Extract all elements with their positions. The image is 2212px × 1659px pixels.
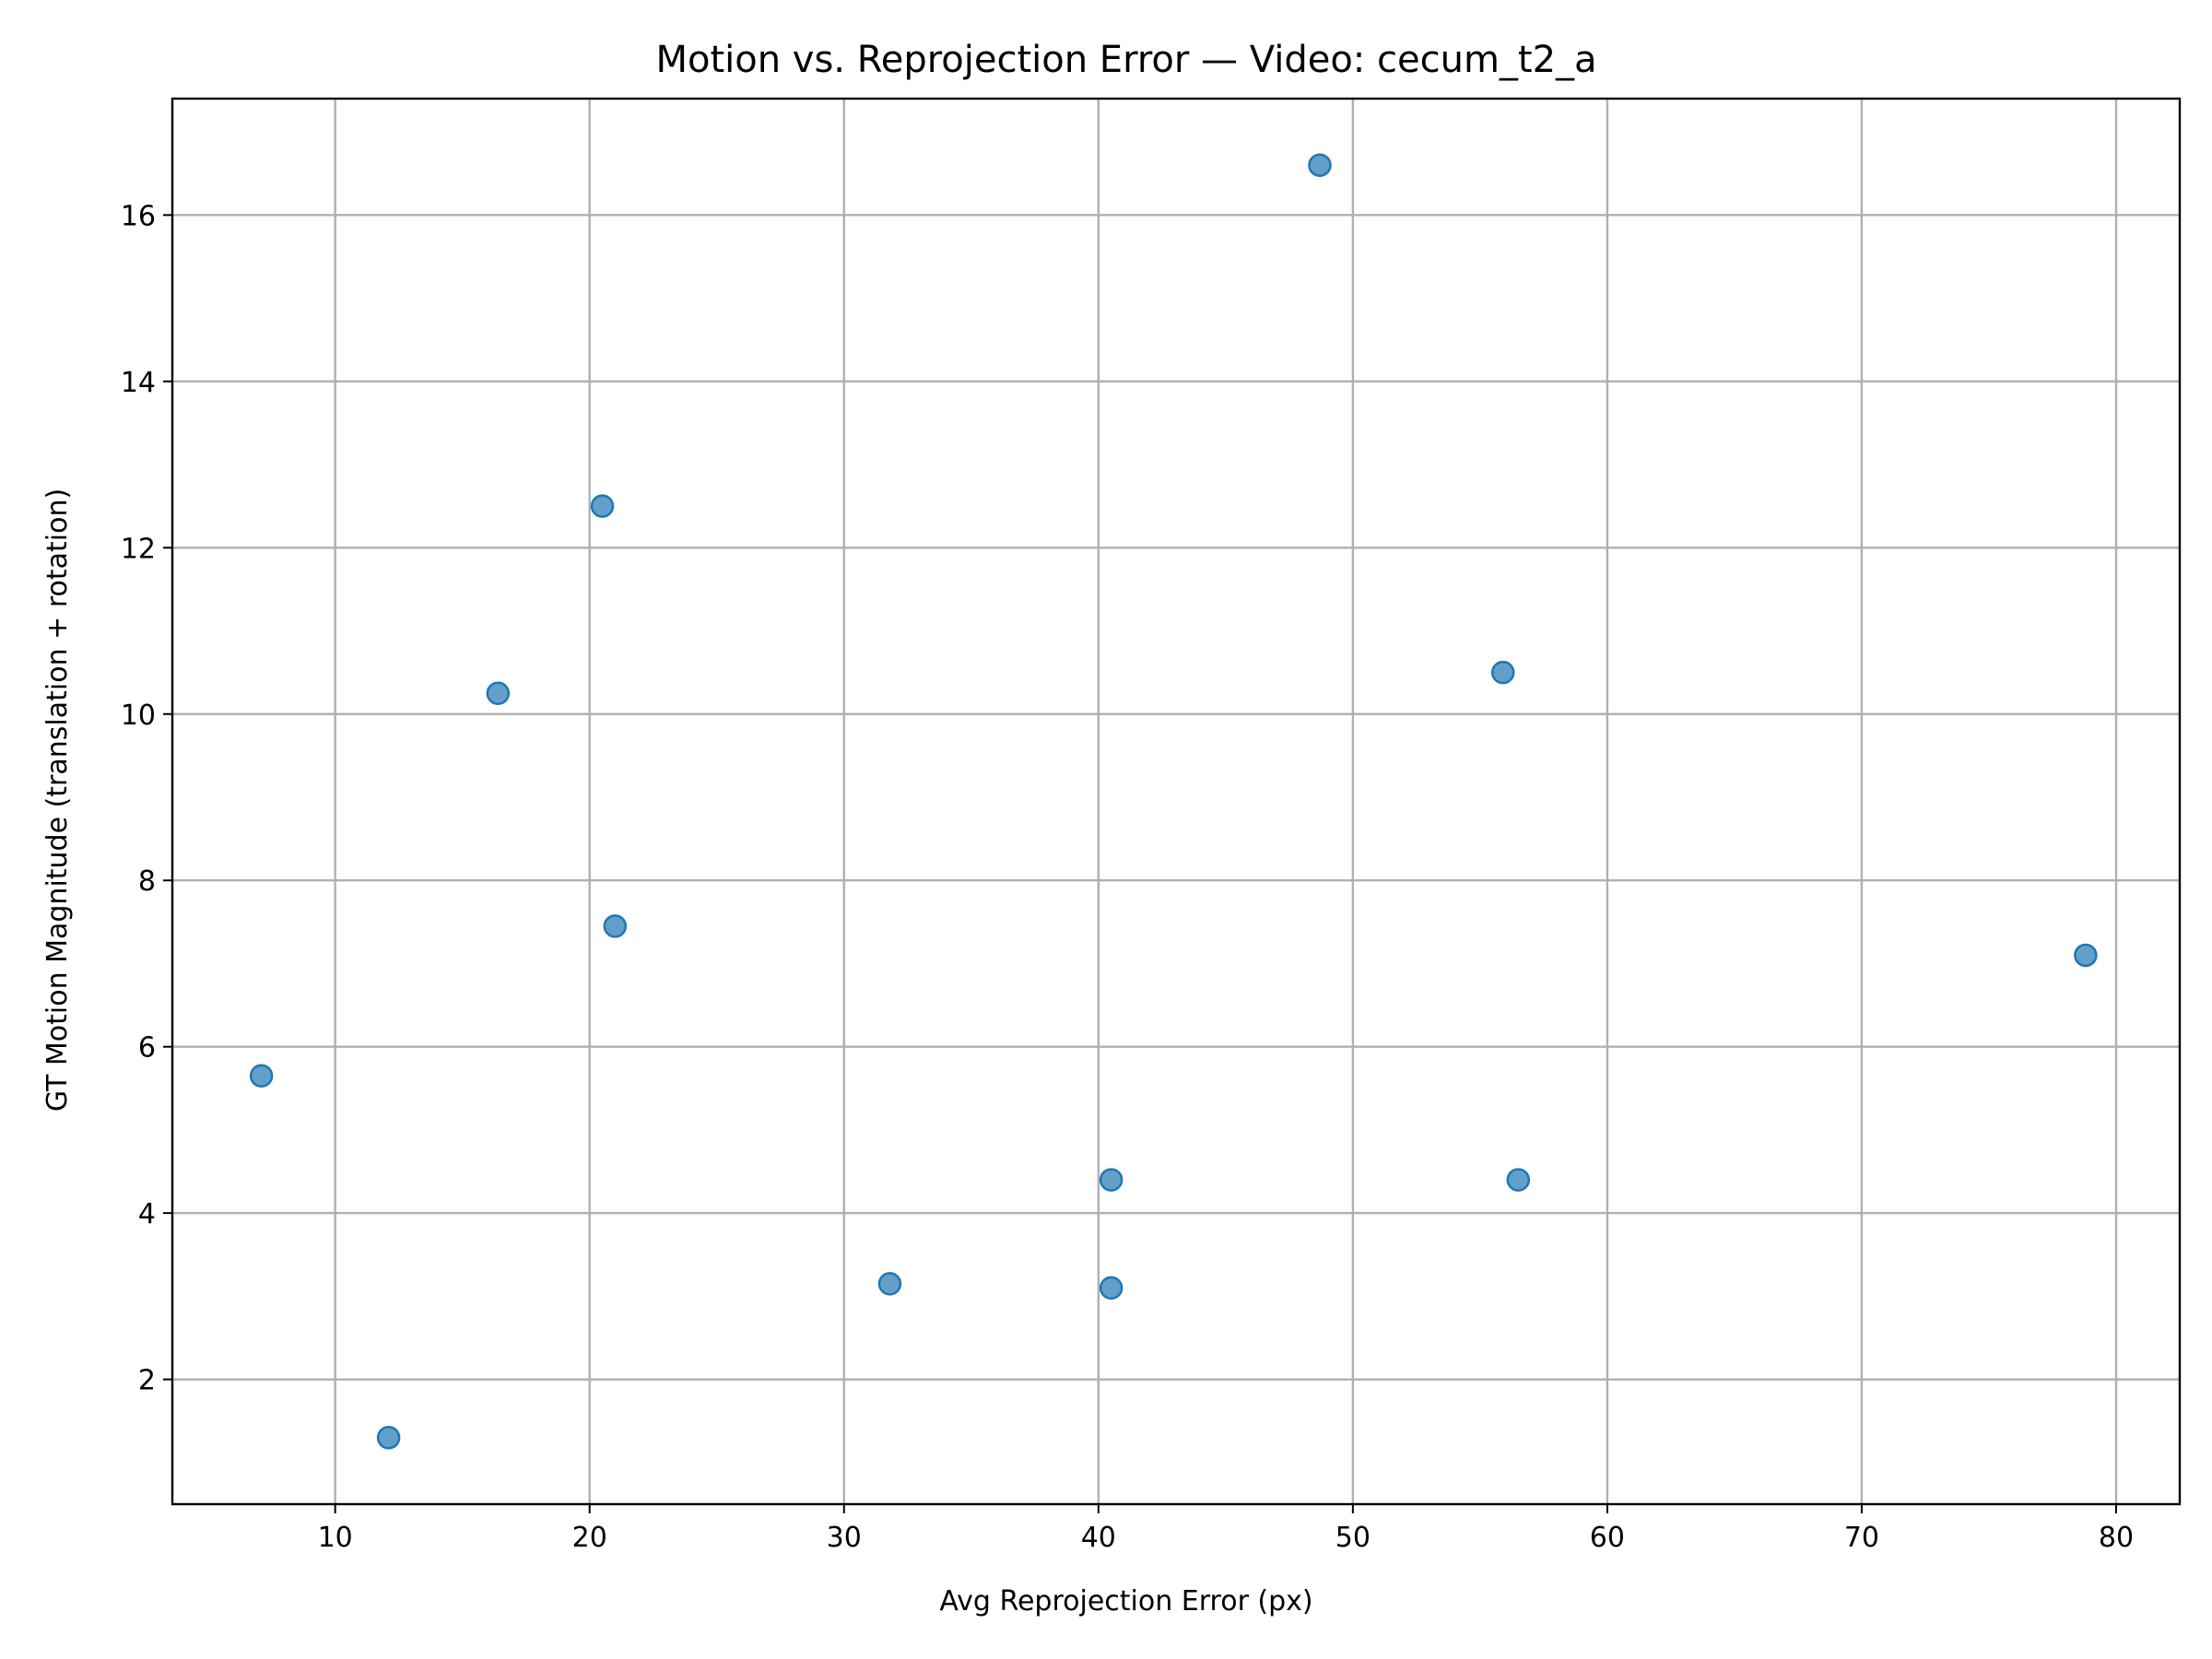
- axis-ticks: 10 20 30 40 50 60 70 80 2 4 6 8 10 12 14 16: [121, 200, 2134, 1554]
- data-point: [2074, 943, 2098, 968]
- x-tick-label: 60: [1590, 1522, 1625, 1554]
- data-point: [486, 681, 511, 705]
- plot-frame: [171, 97, 2182, 1506]
- x-tick-label: 40: [1081, 1522, 1116, 1554]
- data-point: [1490, 660, 1515, 685]
- x-axis-title: Avg Reprojection Error (px): [939, 1585, 1312, 1618]
- x-tick-label: 50: [1335, 1522, 1371, 1554]
- x-tick-label: 30: [827, 1522, 862, 1554]
- data-point: [376, 1426, 401, 1450]
- x-tick-label: 80: [2099, 1522, 2134, 1554]
- y-axis-title: GT Motion Magnitude (translation + rotat…: [41, 488, 74, 1112]
- data-point: [1099, 1168, 1124, 1192]
- data-point: [590, 494, 615, 518]
- y-tick-label: 2: [138, 1365, 156, 1397]
- data-points: [249, 153, 2098, 1450]
- grid-lines: [172, 99, 2180, 1504]
- data-point: [1308, 153, 1332, 177]
- y-tick-label: 8: [138, 865, 156, 898]
- y-tick-label: 4: [138, 1198, 156, 1230]
- y-tick-label: 14: [121, 367, 156, 399]
- data-point: [1099, 1276, 1124, 1300]
- x-tick-label: 70: [1844, 1522, 1879, 1554]
- y-tick-label: 16: [121, 200, 156, 232]
- x-tick-label: 20: [572, 1522, 607, 1554]
- data-point: [1506, 1168, 1531, 1192]
- data-point: [249, 1064, 274, 1088]
- data-point: [603, 914, 628, 938]
- y-tick-label: 6: [138, 1032, 156, 1065]
- y-tick-label: 10: [121, 700, 156, 732]
- y-tick-label: 12: [121, 533, 156, 565]
- chart-title: Motion vs. Reprojection Error — Video: c…: [655, 39, 1596, 81]
- x-tick-label: 10: [318, 1522, 353, 1554]
- data-point: [877, 1272, 902, 1296]
